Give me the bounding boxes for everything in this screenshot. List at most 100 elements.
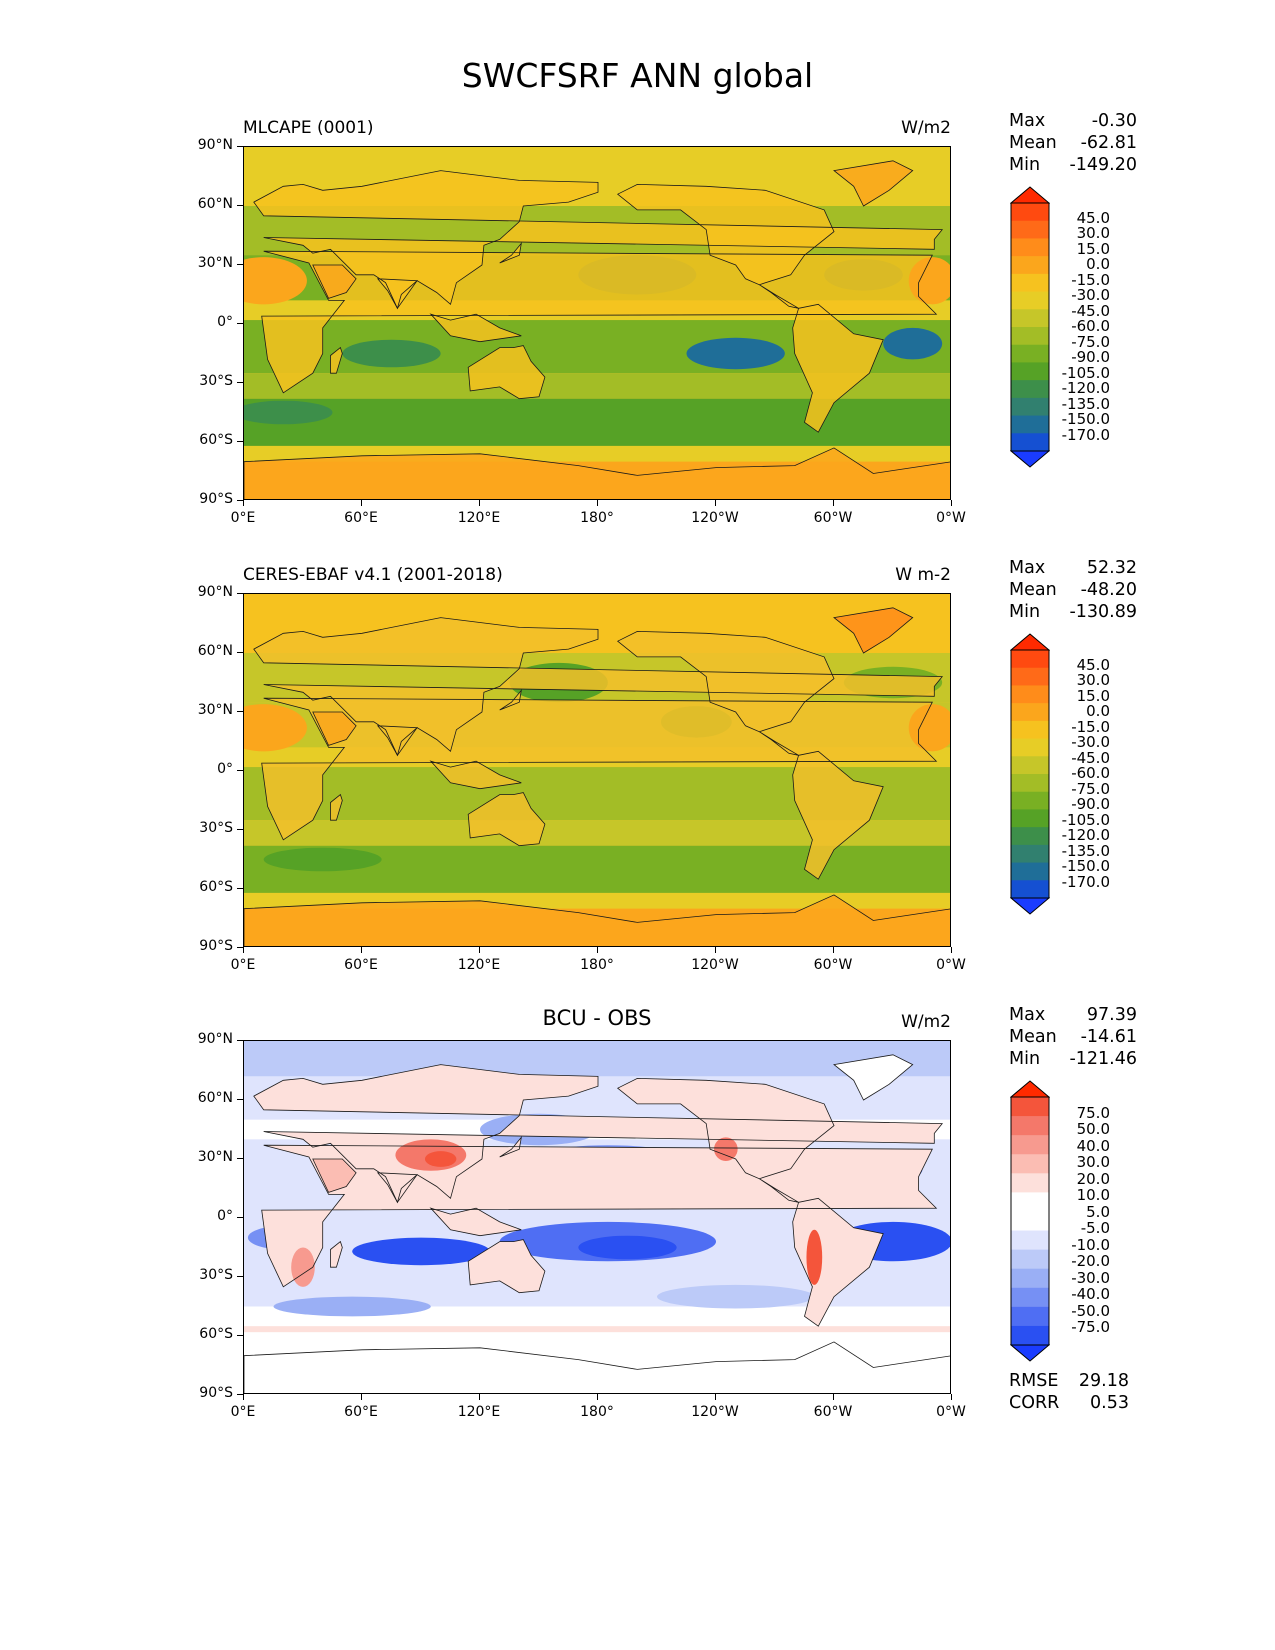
panel-title: CERES-EBAF v4.1 (2001-2018)	[243, 565, 503, 585]
field-anomaly	[578, 1235, 677, 1260]
field-anomaly	[908, 704, 950, 752]
colorbar-tick-label: 15.0	[1076, 686, 1110, 705]
lon-tick-label: 0°E	[230, 1404, 256, 1420]
coastline	[376, 1172, 419, 1204]
lat-tick-label: 90°N	[197, 1031, 233, 1047]
colorbar-segment	[1011, 362, 1049, 381]
colorbar-tick-label: 15.0	[1076, 239, 1110, 258]
stat-min: Min -130.89	[1009, 601, 1137, 623]
stats-block: Max 52.32 Mean -48.20 Min -130.89	[1009, 557, 1137, 623]
stat-max: Max 52.32	[1009, 557, 1137, 579]
lat-tick	[237, 829, 243, 830]
colorbar-segment	[1011, 1268, 1049, 1289]
colorbar-tick-label: -135.0	[1061, 841, 1110, 860]
colorbar-tick-label: -75.0	[1071, 1318, 1110, 1337]
field-anomaly	[263, 847, 382, 872]
colorbar-extend-top	[1010, 186, 1050, 204]
colorbar-extend-bottom	[1010, 450, 1050, 468]
colorbar-segment	[1011, 1097, 1049, 1117]
colorbar-segment	[1011, 273, 1049, 293]
lat-tick	[237, 1335, 243, 1336]
lat-tick-label: 60°N	[197, 643, 233, 659]
coastline	[429, 313, 522, 343]
lat-tick	[237, 947, 243, 948]
colorbar-tick-label: -135.0	[1061, 394, 1110, 413]
coastline	[330, 793, 343, 821]
coastline	[253, 170, 944, 310]
stats-block: Max 97.39 Mean -14.61 Min -121.46	[1009, 1004, 1137, 1070]
lon-tick-label: 180°	[580, 1404, 614, 1420]
stat-min-value: -130.89	[1069, 602, 1137, 622]
colorbar-segment	[1011, 1249, 1049, 1270]
stats-block: Max -0.30 Mean -62.81 Min -149.20	[1009, 110, 1137, 176]
colorbar-tick-label: -30.0	[1071, 733, 1110, 751]
colorbar-tick-label: 30.0	[1076, 671, 1110, 689]
land-fill	[834, 607, 913, 653]
coastline	[244, 447, 950, 499]
coastline	[833, 607, 914, 654]
lon-tick-label: 120°E	[457, 510, 501, 526]
colorbar-segment	[1011, 667, 1049, 686]
colorbar-frame	[1010, 649, 1050, 899]
colorbar-segment	[1011, 1192, 1049, 1212]
lat-tick	[237, 711, 243, 712]
land-fill	[617, 631, 834, 732]
colorbar-tick-label: 30.0	[1076, 1153, 1110, 1172]
field-anomaly	[908, 257, 950, 305]
metric-corr-label: CORR	[1009, 1393, 1060, 1413]
colorbar-tick-label: -30.0	[1071, 1268, 1110, 1287]
map-panel	[243, 146, 951, 500]
stat-mean: Mean -62.81	[1009, 132, 1137, 154]
stat-mean-value: -48.20	[1080, 580, 1137, 600]
stat-min-value: -121.46	[1069, 1049, 1137, 1069]
colorbar-segment	[1011, 344, 1049, 363]
colorbar	[1010, 633, 1050, 915]
stat-min: Min -121.46	[1009, 1048, 1137, 1070]
land-fill	[468, 1239, 545, 1293]
panel-units: W/m2	[901, 118, 951, 138]
colorbar-segment	[1011, 238, 1049, 257]
colorbar-tick-label: -60.0	[1071, 317, 1110, 335]
land-fill	[330, 1241, 343, 1268]
field-band	[244, 1326, 950, 1333]
lon-tick-label: 60°E	[344, 510, 378, 526]
lon-tick-label: 0°W	[936, 1404, 966, 1420]
coastline	[833, 160, 914, 207]
colorbar-tick-label: -15.0	[1071, 717, 1110, 736]
colorbar-tick-label: 5.0	[1086, 1202, 1110, 1221]
coastline	[312, 711, 357, 746]
lat-tick	[237, 205, 243, 206]
colorbar-tick-label: 10.0	[1076, 1186, 1110, 1205]
lat-tick	[237, 146, 243, 147]
colorbar-segment	[1011, 1173, 1049, 1193]
stat-min-label: Min	[1009, 155, 1041, 175]
stat-max-label: Max	[1009, 558, 1046, 578]
colorbar-tick-label: -120.0	[1061, 826, 1110, 844]
colorbar-tick-label: -20.0	[1071, 1252, 1110, 1271]
land-fill	[792, 304, 884, 433]
lon-tick-label: 60°W	[813, 510, 853, 526]
lon-tick-label: 120°E	[457, 957, 501, 973]
lat-tick-label: 90°N	[197, 137, 233, 153]
lon-tick-label: 120°E	[457, 1404, 501, 1420]
colorbar-segment	[1011, 827, 1049, 846]
land-fill	[312, 265, 357, 299]
lat-tick	[237, 1276, 243, 1277]
lat-tick-label: 30°N	[197, 1149, 233, 1165]
colorbar-extend-top	[1010, 1080, 1050, 1098]
coastline	[759, 1178, 799, 1203]
colorbar-tick-label: -10.0	[1071, 1235, 1110, 1254]
lon-tick	[597, 947, 598, 953]
coastline	[429, 760, 522, 790]
colorbar-segment	[1011, 397, 1049, 417]
lat-tick	[237, 593, 243, 594]
stat-mean: Mean -14.61	[1009, 1026, 1137, 1048]
coastline	[261, 250, 938, 394]
stat-min: Min -149.20	[1009, 154, 1137, 176]
lat-tick-label: 60°S	[199, 1326, 233, 1342]
colorbar-tick-label: 40.0	[1076, 1136, 1110, 1155]
lat-tick-label: 0°	[217, 761, 233, 777]
coastline	[376, 725, 419, 757]
colorbar-segment	[1011, 1325, 1049, 1346]
colorbar-tick-label: -150.0	[1061, 410, 1110, 428]
